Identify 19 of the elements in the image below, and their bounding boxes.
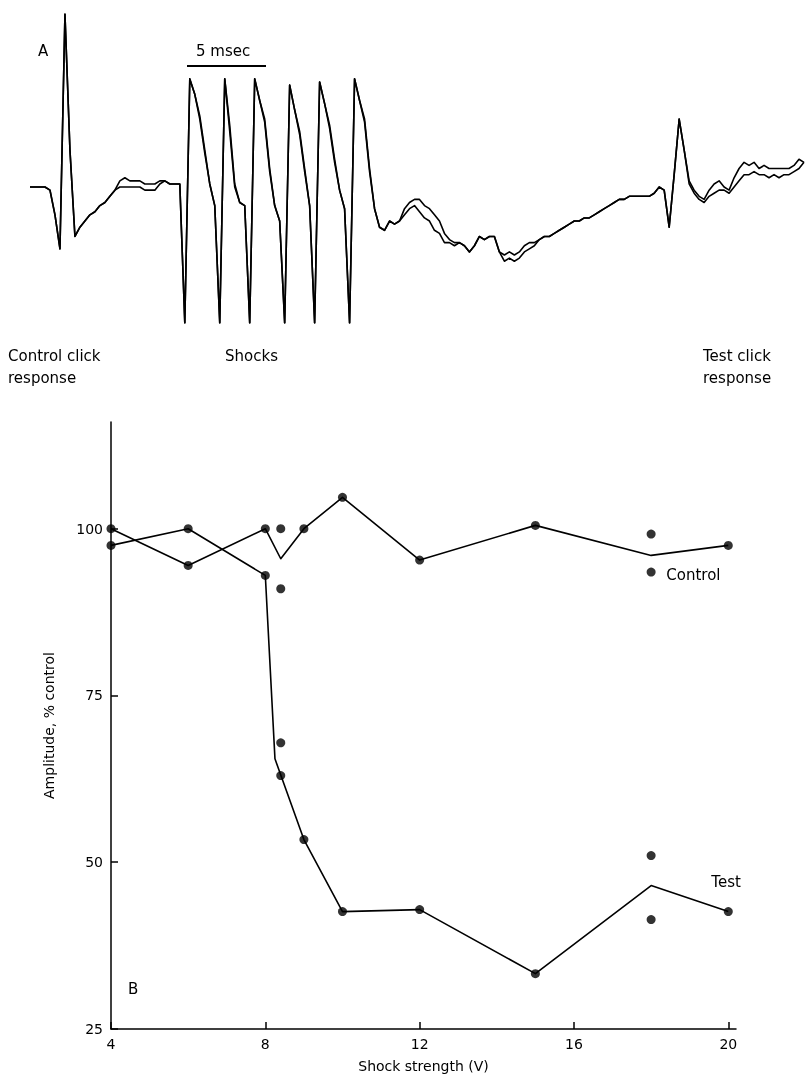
annotation: 5 msec xyxy=(196,42,251,60)
x-tick-label: 12 xyxy=(410,1036,429,1052)
x-axis-title: Shock strength (V) xyxy=(358,1058,489,1074)
y-tick-label: 100 xyxy=(76,520,103,537)
x-tick-label: 8 xyxy=(260,1036,270,1052)
text: Shocks xyxy=(225,347,279,365)
text: Test click response xyxy=(702,347,776,387)
x-tick-label: 4 xyxy=(106,1036,116,1052)
y-axis-title: Amplitude, % control xyxy=(41,652,57,799)
annotation: A xyxy=(38,42,49,60)
x-tick-label: 16 xyxy=(565,1036,583,1052)
y-tick-label: 50 xyxy=(85,854,103,871)
y-tick-label: 75 xyxy=(85,687,103,704)
y-tick-label: 25 xyxy=(85,1021,103,1037)
annotation: B xyxy=(128,980,139,998)
series-label: Control xyxy=(666,566,721,585)
text: Control click response xyxy=(8,347,106,387)
x-tick-label: 20 xyxy=(719,1036,738,1052)
series-label: Test xyxy=(710,872,741,891)
